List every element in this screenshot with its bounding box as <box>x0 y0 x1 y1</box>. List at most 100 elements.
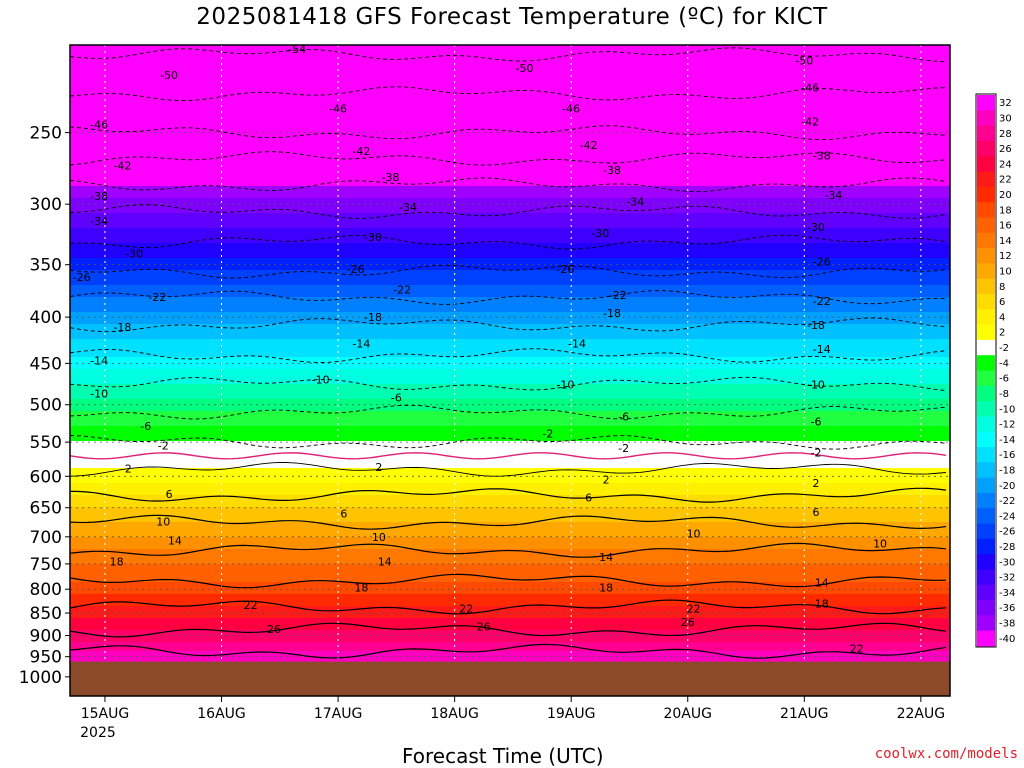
heat-band <box>70 432 950 436</box>
contour-label: -18 <box>364 311 382 324</box>
heat-band <box>70 72 950 76</box>
contour-label: -2 <box>810 447 821 460</box>
contour-label: -34 <box>824 189 842 202</box>
heat-band <box>70 192 950 196</box>
heat-band <box>70 429 950 433</box>
heat-band <box>70 336 950 340</box>
heat-band <box>70 252 950 256</box>
contour-label: -10 <box>807 379 825 392</box>
heat-band <box>70 315 950 319</box>
heat-band <box>70 318 950 322</box>
heat-band <box>70 303 950 307</box>
colorbar-swatch <box>977 217 995 234</box>
y-tick-label: 700 <box>30 528 62 548</box>
x-tick-label: 21AUG <box>780 706 829 722</box>
heat-band <box>70 225 950 229</box>
heat-band <box>70 570 950 574</box>
colorbar: 32 30 28 26 24 22 20 18 16 14 12 10 8 6 4 2 -2 -4 -6 -8 -10 -… <box>975 93 1015 648</box>
contour-label: 6 <box>340 508 347 521</box>
colorbar-swatch <box>977 370 995 387</box>
contour-label: -50 <box>795 54 813 67</box>
heat-band <box>70 210 950 214</box>
source-credit: coolwx.com/models <box>874 746 1018 762</box>
y-tick-label: 750 <box>30 555 62 575</box>
contour-label: -22 <box>148 291 166 304</box>
contour-label: -46 <box>329 102 347 115</box>
heat-band <box>70 123 950 127</box>
contour-label: -26 <box>813 255 831 268</box>
y-tick-label: 800 <box>30 580 62 600</box>
colorbar-swatch <box>977 462 995 479</box>
colorbar-label: -24 <box>999 511 1015 522</box>
heat-band <box>70 108 950 112</box>
heat-band <box>70 357 950 361</box>
heat-band <box>70 177 950 181</box>
contour-label: 2 <box>125 462 132 475</box>
heat-band <box>70 126 950 130</box>
contour-label: -30 <box>125 247 143 260</box>
heat-band <box>70 294 950 298</box>
y-tick-label: 950 <box>30 648 62 668</box>
heat-band <box>70 153 950 157</box>
contour-label: 10 <box>687 527 701 540</box>
contour-label: 22 <box>850 642 864 655</box>
heat-band <box>70 411 950 415</box>
colorbar-label: -40 <box>999 634 1015 645</box>
heat-band <box>70 588 950 592</box>
heat-band <box>70 459 950 463</box>
colorbar-label: 32 <box>999 98 1012 109</box>
heat-band <box>70 375 950 379</box>
heat-band <box>70 402 950 406</box>
contour-label: -10 <box>556 379 574 392</box>
contour-label: -50 <box>160 69 178 82</box>
heat-band <box>70 540 950 544</box>
heat-band <box>70 141 950 145</box>
colorbar-swatch <box>977 125 995 142</box>
heat-band <box>70 171 950 175</box>
colorbar-swatch <box>977 630 995 647</box>
contour-label: -26 <box>556 263 574 276</box>
heat-band <box>70 51 950 55</box>
colorbar-swatch <box>977 584 995 601</box>
x-tick-label: 20AUG <box>663 706 712 722</box>
contour-label: 18 <box>354 581 368 594</box>
heat-band <box>70 342 950 346</box>
heat-band <box>70 186 950 190</box>
contour-label: -42 <box>801 115 819 128</box>
colorbar-label: 24 <box>999 159 1012 170</box>
heat-band <box>70 528 950 532</box>
heat-band <box>70 81 950 85</box>
heat-band <box>70 234 950 238</box>
heat-band <box>70 405 950 409</box>
heat-band <box>70 330 950 334</box>
heat-band <box>70 498 950 502</box>
heat-band <box>70 63 950 67</box>
heat-band <box>70 255 950 259</box>
colorbar-label: -8 <box>999 389 1009 400</box>
contour-label: 2 <box>603 474 610 487</box>
contour-label: -38 <box>382 171 400 184</box>
contour-label: 22 <box>244 599 258 612</box>
heat-band <box>70 447 950 451</box>
heat-band <box>70 393 950 397</box>
heat-band <box>70 240 950 244</box>
contour-label: -18 <box>113 321 131 334</box>
heat-band <box>70 117 950 121</box>
colorbar-swatch <box>977 600 995 616</box>
heat-band <box>70 246 950 250</box>
heat-band <box>70 231 950 235</box>
heat-band <box>70 576 950 580</box>
colorbar-swatch <box>977 309 995 325</box>
contour-label: 14 <box>168 535 182 548</box>
heat-band <box>70 321 950 325</box>
plot-frame <box>69 44 951 697</box>
heat-band <box>70 372 950 376</box>
heat-band <box>70 279 950 283</box>
colorbar-swatch <box>977 385 995 402</box>
contour-label: -2 <box>158 440 169 453</box>
heat-band <box>70 99 950 103</box>
heat-band <box>70 111 950 115</box>
y-tick-label: 250 <box>30 124 62 144</box>
heat-band <box>70 312 950 316</box>
colorbar-label: 22 <box>999 175 1012 186</box>
